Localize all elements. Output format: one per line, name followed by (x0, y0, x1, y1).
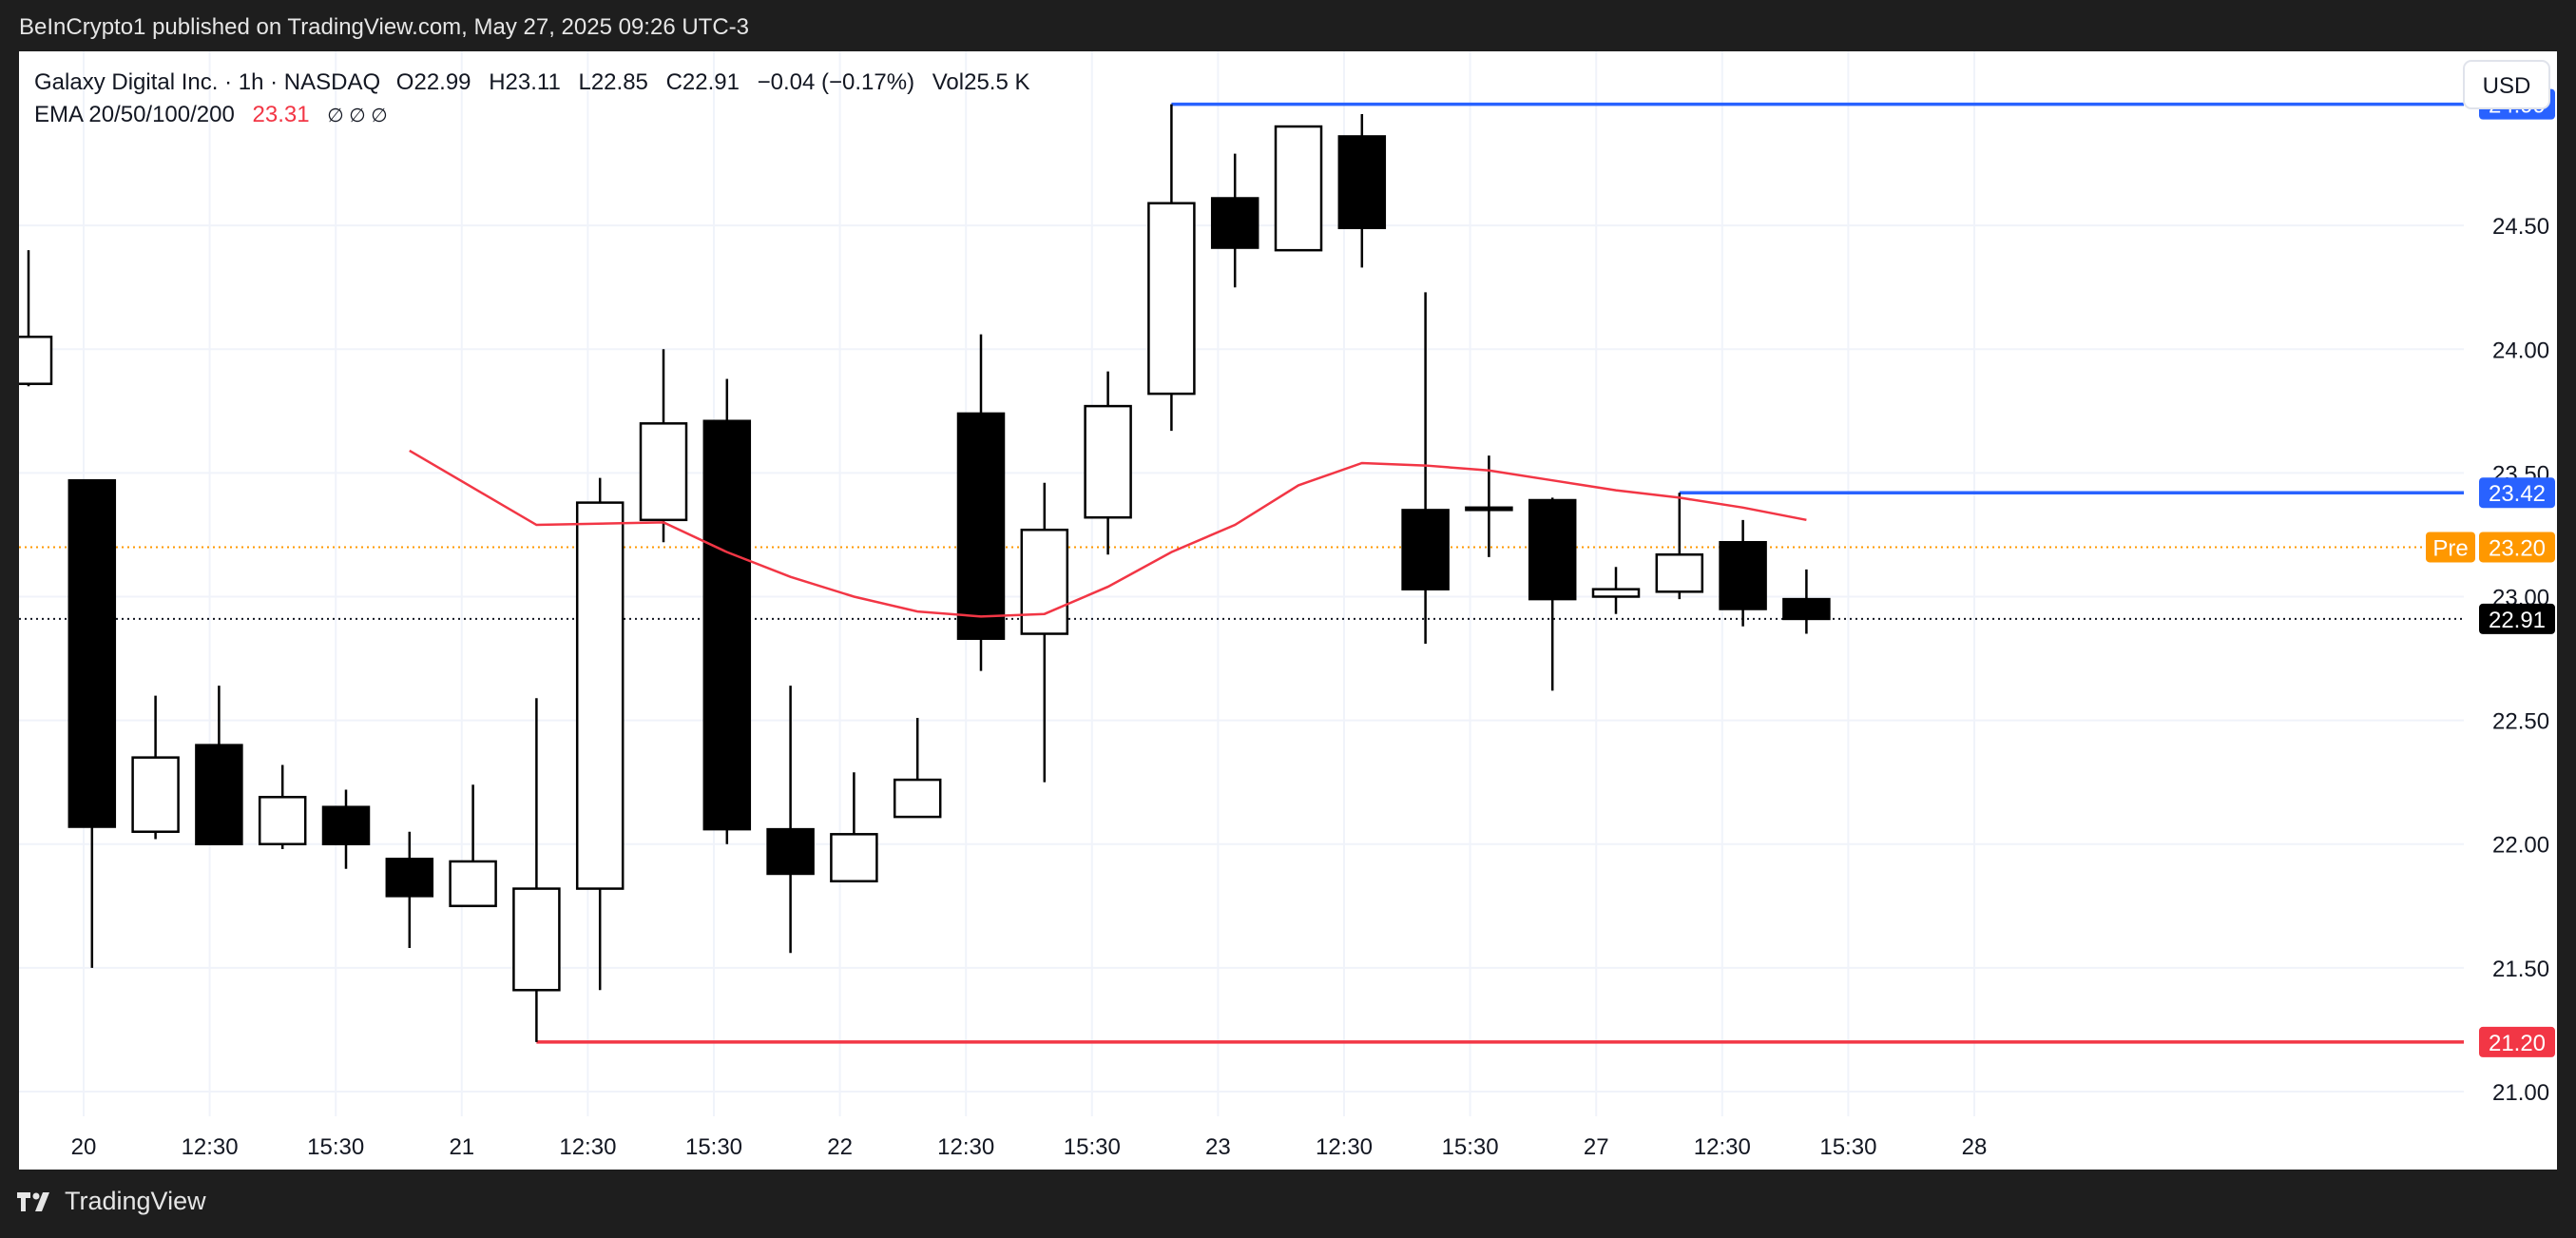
tradingview-brand: TradingView (65, 1187, 206, 1215)
candle-body (1465, 506, 1513, 512)
volume-value: Vol25.5 K (932, 69, 1030, 95)
publisher-text: BeInCrypto1 published on TradingView.com… (19, 14, 749, 40)
chart-panel[interactable]: 24.50 24.00 23.50 23.00 22.50 22.00 21.50 21.00… (4, 51, 2557, 1170)
candle-body (67, 478, 117, 828)
x-tick-label: 27 (1584, 1134, 1609, 1160)
candle-body (195, 744, 243, 845)
candle-body (1782, 597, 1831, 621)
x-tick-label: 28 (1962, 1134, 1988, 1160)
candle-body (639, 422, 688, 522)
x-tick-label: 15:30 (1064, 1134, 1121, 1160)
ema-line (409, 449, 1807, 618)
x-tick-label: 12:30 (1316, 1134, 1373, 1160)
currency-button[interactable] (2463, 60, 2550, 109)
candle-body (1401, 509, 1450, 590)
time-axis[interactable]: 20 12:30 15:30 21 12:30 15:30 22 12:30 15:30 23 12… (71, 1134, 1988, 1160)
last-price-tag: 22.91 (2489, 608, 2546, 633)
premarket-price-tag-bg (2479, 532, 2555, 563)
change-value: −0.04 (−0.17%) (758, 69, 914, 95)
candle-body (131, 756, 180, 833)
candle-body (766, 827, 815, 876)
candle-body (321, 805, 371, 845)
candle-body (1655, 553, 1704, 593)
candle-body (258, 796, 307, 845)
level-price-tag: 21.20 (2489, 1031, 2546, 1056)
candle-body (1719, 540, 1767, 610)
candle-body (1210, 197, 1259, 249)
candle-body (1337, 135, 1387, 229)
candle-body (1591, 588, 1641, 598)
symbol-label: Galaxy Digital Inc. · 1h · NASDAQ (34, 69, 380, 95)
level-price-tag-bg (2479, 1026, 2555, 1057)
x-tick-label: 12:30 (559, 1134, 616, 1160)
ema-value: 23.31 (253, 102, 310, 127)
candles (4, 104, 1831, 1042)
candle-body (575, 501, 625, 890)
y-tick-label: 22.50 (2492, 709, 2549, 735)
x-tick-label: 21 (449, 1134, 474, 1160)
candle-body (449, 860, 497, 908)
tradingview-logo[interactable]: TradingView (17, 1187, 206, 1216)
candle-body (1147, 202, 1196, 396)
ema-legend-line[interactable]: EMA 20/50/100/200 23.31 ∅ ∅ ∅ (34, 102, 388, 127)
candle-body (702, 419, 752, 831)
x-tick-label: 15:30 (1819, 1134, 1876, 1160)
publisher-bar: BeInCrypto1 published on TradingView.com… (0, 0, 2576, 51)
footer-bar (0, 1170, 2576, 1238)
candle-body (830, 833, 878, 883)
low-value: L22.85 (578, 69, 647, 95)
candle-body (4, 335, 53, 385)
candle-body (385, 858, 434, 898)
ema-label: EMA 20/50/100/200 (34, 102, 235, 127)
ema-empty-values: ∅ ∅ ∅ (327, 106, 387, 126)
candle-body (1084, 404, 1132, 519)
premarket-badge: Pre (2432, 535, 2468, 561)
x-tick-label: 20 (71, 1134, 97, 1160)
x-tick-label: 12:30 (937, 1134, 994, 1160)
y-tick-label: 21.00 (2492, 1080, 2549, 1106)
candle-body (956, 412, 1006, 640)
ema-line-path (409, 449, 1807, 618)
high-value: H23.11 (489, 69, 561, 95)
level-lines (19, 102, 2464, 1044)
level-price-tag-bg (2479, 477, 2555, 509)
y-tick-label: 24.00 (2492, 338, 2549, 363)
premarket-price-tag: 23.20 (2489, 535, 2546, 561)
tradingview-icon (17, 1191, 49, 1211)
x-tick-label: 12:30 (1694, 1134, 1751, 1160)
close-value: C22.91 (666, 69, 740, 95)
currency-label: USD (2483, 73, 2531, 99)
candle-body (893, 778, 942, 819)
x-tick-label: 22 (827, 1134, 853, 1160)
x-tick-label: 12:30 (182, 1134, 239, 1160)
candle-body (1274, 125, 1323, 252)
x-tick-label: 23 (1205, 1134, 1231, 1160)
candle-body (1020, 528, 1069, 635)
legend-line: Galaxy Digital Inc. · 1h · NASDAQ O22.99… (34, 69, 1030, 95)
y-tick-label: 24.50 (2492, 214, 2549, 240)
premarket-badge-bg (2426, 532, 2475, 563)
x-tick-label: 15:30 (307, 1134, 364, 1160)
candle-body (512, 887, 561, 992)
x-tick-label: 15:30 (1442, 1134, 1499, 1160)
y-tick-label: 22.00 (2492, 833, 2549, 859)
chart-canvas[interactable]: 24.5024.0023.5023.0022.5022.0021.5021.00… (4, 51, 2557, 1170)
y-tick-label: 21.50 (2492, 957, 2549, 982)
candle-body (1528, 498, 1577, 601)
level-price-tag: 23.42 (2489, 481, 2546, 507)
last-price-tag-bg (2479, 603, 2555, 634)
x-tick-label: 15:30 (685, 1134, 742, 1160)
open-value: O22.99 (396, 69, 471, 95)
